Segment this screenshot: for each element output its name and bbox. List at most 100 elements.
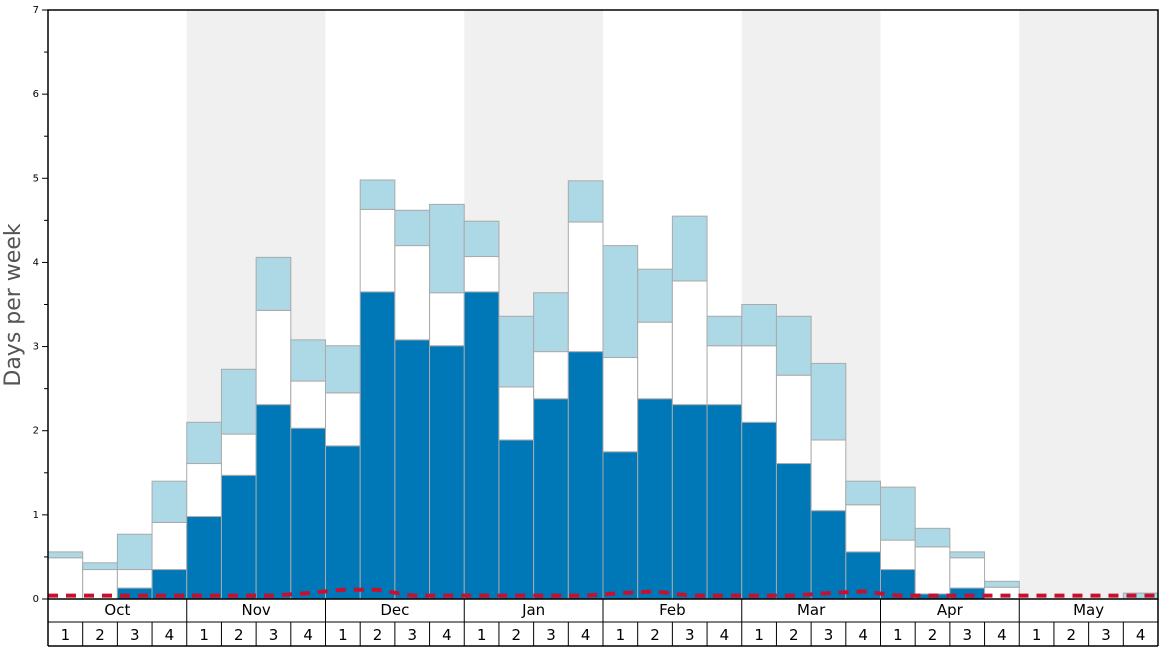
week-label: 4 [303,626,313,644]
bar-segment [880,539,916,571]
week-label: 4 [997,626,1007,644]
bar-segment [741,345,777,423]
bar-segment [47,557,84,600]
bar-segment [914,546,951,595]
dashed-line-layer [48,587,1158,598]
y-tick-label: 5 [33,173,39,184]
bar-segment [186,516,222,600]
bar-segment [498,315,535,388]
bar-segment [741,421,777,600]
bar-segment [533,292,569,353]
y-tick-label: 3 [33,342,39,353]
bar-segment [429,345,465,600]
month-label-may: May [1073,601,1104,619]
week-label: 2 [1067,626,1077,644]
y-axis-label: Days per week [1,223,26,386]
week-label: 3 [962,626,972,644]
bar-segment [394,245,431,341]
bar-segment [151,521,188,571]
week-label: 1 [61,626,71,644]
bar-segment [533,351,569,400]
bar-segment [845,504,881,553]
week-label: 1 [893,626,903,644]
bar-segment [394,339,431,600]
bar-segment [533,398,569,600]
bar-segment [567,180,604,223]
y-tick-label: 0 [33,594,39,605]
week-label: 3 [130,626,140,644]
week-label: 3 [685,626,695,644]
bar-segment [602,245,639,359]
bar-segment [463,220,500,258]
bar-segment [116,533,153,571]
bar-segment [810,439,847,512]
month-label-feb: Feb [659,601,686,619]
bar-segment [949,551,986,559]
week-label: 4 [165,626,175,644]
bar-segment [82,562,118,571]
y-tick-label: 1 [33,510,39,521]
week-label: 3 [407,626,417,644]
week-label: 1 [616,626,626,644]
y-tick-label: 6 [33,89,39,100]
bar-segment [775,315,812,376]
bar-segment [47,551,84,559]
bar-segment [498,439,535,600]
bar-segment [255,404,292,600]
bar-segment [671,215,708,282]
bar-segment [741,304,777,347]
bar-segment [637,268,673,323]
bar-segment [394,209,431,247]
y-tick-label: 7 [33,5,39,16]
bar-segment [359,179,396,210]
bar-segment [671,280,708,406]
bar-segment [151,480,188,523]
week-label: 2 [789,626,799,644]
bar-segment [567,351,604,600]
bar-segment [359,208,396,293]
week-label: 4 [581,626,591,644]
y-tick-label: 2 [33,426,39,437]
month-band-may [1019,10,1158,599]
bar-segment [290,380,326,429]
bar-segment [325,445,361,600]
bar-segment [325,345,361,394]
bar-segment [463,256,500,293]
week-label: 1 [1032,626,1042,644]
week-label: 1 [338,626,348,644]
bars [47,179,1159,600]
bar-segment [186,421,222,465]
month-label-mar: Mar [797,601,826,619]
week-label: 2 [95,626,105,644]
bar-segment [116,569,153,589]
bar-segment [463,291,500,600]
bar-segment [775,463,812,600]
week-label: 1 [199,626,209,644]
bar-segment [602,357,639,453]
bar-segment [914,527,951,548]
week-label: 1 [754,626,764,644]
week-label: 3 [1101,626,1111,644]
week-label: 4 [442,626,452,644]
bar-segment [984,580,1020,588]
month-label-dec: Dec [380,601,409,619]
week-label: 2 [373,626,383,644]
week-label: 2 [650,626,660,644]
bar-segment [567,221,604,353]
bar-segment [810,362,847,441]
bar-segment [706,404,743,600]
y-tick-label: 4 [33,257,39,268]
week-label: 4 [1136,626,1146,644]
month-label-oct: Oct [104,601,130,619]
week-label: 2 [928,626,938,644]
bar-segment [845,480,881,506]
week-label: 3 [546,626,556,644]
bar-segment [880,486,916,541]
bar-segment [359,291,396,600]
bar-segment [671,404,708,600]
bar-segment [810,510,847,600]
week-label: 2 [234,626,244,644]
bar-segment [220,474,257,600]
bar-segment [220,368,257,435]
bar-segment [498,386,535,441]
